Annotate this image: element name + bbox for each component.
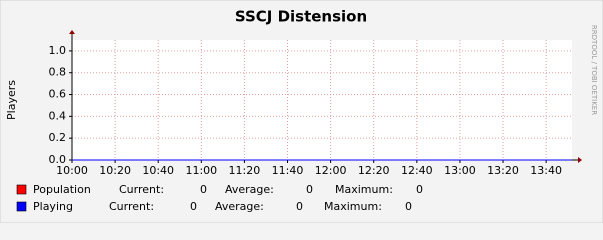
arrow: [69, 30, 75, 34]
x-tick-label: 10:40: [142, 164, 174, 177]
y-tick-label: 0.4: [49, 109, 67, 122]
y-tick-label: 0.6: [49, 88, 67, 101]
stat-value: 0: [190, 200, 197, 213]
x-tick-label: 13:00: [444, 164, 476, 177]
stat-label: Current:: [119, 183, 164, 196]
plot-area: [72, 40, 572, 160]
x-tick-label: 10:00: [56, 164, 88, 177]
stat-value: 0: [306, 183, 313, 196]
stat-value: 0: [296, 200, 303, 213]
watermark: RRDTOOL / TOBI OETIKER: [590, 25, 598, 115]
arrow: [578, 157, 582, 163]
page: SSCJ Distension Players RRDTOOL / TOBI O…: [0, 0, 603, 223]
legend-label: Population: [33, 183, 91, 196]
stat-value: 0: [405, 200, 412, 213]
y-tick-label: 0.2: [49, 131, 67, 144]
x-tick-label: 12:40: [401, 164, 433, 177]
x-tick-label: 10:20: [99, 164, 131, 177]
stat-label: Maximum:: [335, 183, 393, 196]
y-tick-label: 0.8: [49, 66, 67, 79]
x-tick-label: 13:20: [487, 164, 519, 177]
legend-label: Playing: [33, 200, 73, 213]
stat-label: Current:: [109, 200, 154, 213]
x-tick-label: 13:40: [530, 164, 562, 177]
y-tick-label: 0.0: [49, 153, 67, 166]
y-axis-label: Players: [5, 80, 18, 120]
x-tick-label: 11:20: [229, 164, 261, 177]
stat-label: Average:: [215, 200, 264, 213]
stat-value: 0: [200, 183, 207, 196]
legend-swatch: [16, 184, 27, 195]
x-tick-label: 11:40: [272, 164, 304, 177]
chart: SSCJ Distension Players RRDTOOL / TOBI O…: [0, 0, 603, 223]
stat-label: Maximum:: [324, 200, 382, 213]
stat-label: Average:: [225, 183, 274, 196]
y-tick-label: 1.0: [49, 44, 67, 57]
stat-value: 0: [416, 183, 423, 196]
x-tick-label: 12:20: [358, 164, 390, 177]
x-tick-label: 12:00: [315, 164, 347, 177]
x-tick-label: 11:00: [185, 164, 217, 177]
chart-title: SSCJ Distension: [235, 8, 367, 26]
legend-swatch: [16, 201, 27, 212]
